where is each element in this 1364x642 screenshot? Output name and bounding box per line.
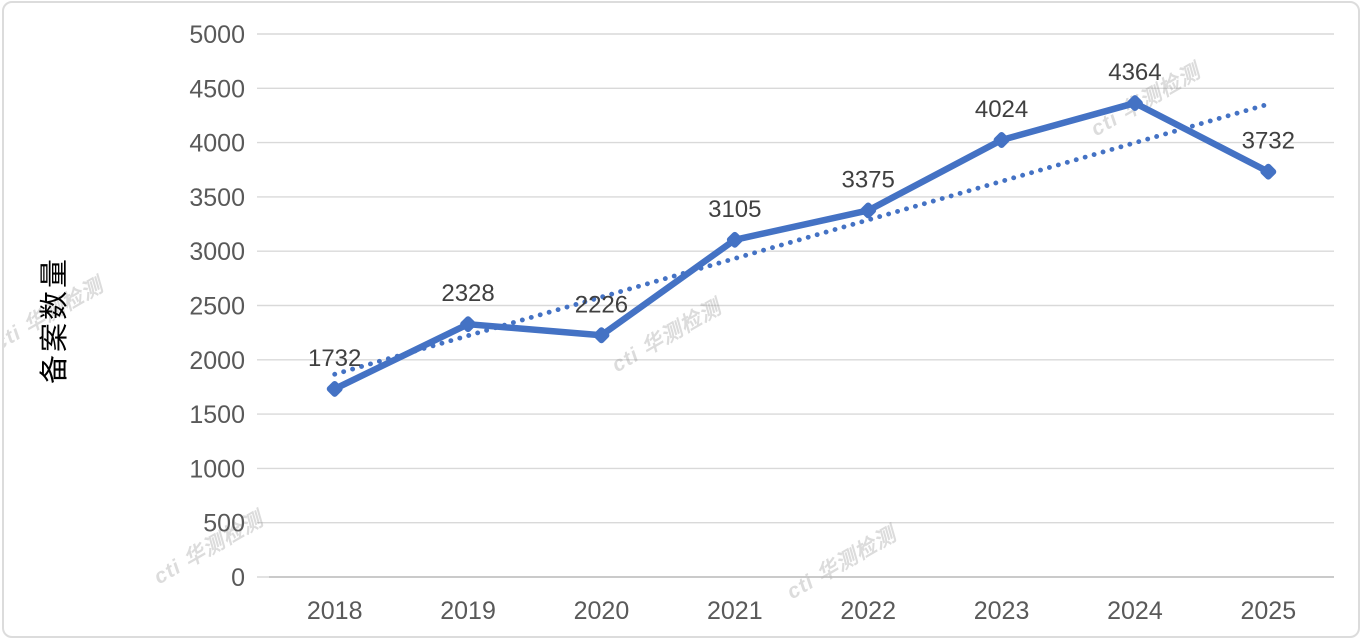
data-point-marker (860, 202, 877, 219)
data-label: 3105 (708, 196, 761, 223)
y-tick-label: 2000 (189, 347, 245, 375)
x-tick-label: 2022 (840, 597, 896, 625)
y-tick-label: 0 (231, 564, 245, 592)
y-tick-label: 500 (203, 510, 245, 538)
y-tick-label: 3500 (189, 184, 245, 212)
trendline-group (332, 101, 1271, 377)
axes-group: 0 500 1000 1500 2000 2500 3000 3500 4000 4500 5000… (189, 21, 1334, 625)
y-tick-label: 1500 (189, 401, 245, 429)
x-tick-label: 2023 (974, 597, 1030, 625)
data-labels-group: 1732 2328 2226 3105 3375 4024 4364 3732 (308, 59, 1295, 372)
x-tick-label: 2025 (1241, 597, 1297, 625)
data-point-marker (593, 327, 610, 344)
y-tick-label: 4000 (189, 130, 245, 158)
x-tick-label: 2021 (707, 597, 763, 625)
gridlines-group (257, 33, 1334, 578)
y-tick-label: 3000 (189, 238, 245, 266)
data-label: 4364 (1108, 59, 1161, 86)
trendline (332, 101, 1271, 377)
series-line (331, 99, 1272, 393)
data-point-marker (993, 132, 1010, 148)
x-tick-label: 2024 (1107, 597, 1163, 625)
y-axis-title: 备案数量 (38, 256, 71, 384)
data-label: 3375 (841, 166, 894, 193)
x-tick-label: 2019 (440, 597, 496, 625)
watermark-text: cti 华测检测 (783, 520, 904, 603)
y-tick-label: 2500 (189, 293, 245, 321)
data-label: 2328 (441, 280, 494, 307)
data-label: 4024 (975, 96, 1028, 123)
data-label: 1732 (308, 345, 361, 372)
data-label: 2226 (575, 291, 628, 318)
series-group (326, 95, 1277, 397)
data-point-marker (726, 231, 743, 248)
data-label: 3732 (1242, 128, 1295, 155)
y-tick-label: 4500 (189, 75, 245, 103)
data-point-marker (1260, 163, 1277, 180)
data-point-marker (326, 380, 343, 397)
data-point-marker (460, 316, 477, 333)
y-tick-label: 5000 (189, 21, 245, 49)
x-tick-label: 2020 (574, 597, 630, 625)
x-tick-label: 2018 (307, 597, 363, 625)
data-point-marker (1126, 95, 1143, 112)
y-tick-label: 1000 (189, 455, 245, 483)
